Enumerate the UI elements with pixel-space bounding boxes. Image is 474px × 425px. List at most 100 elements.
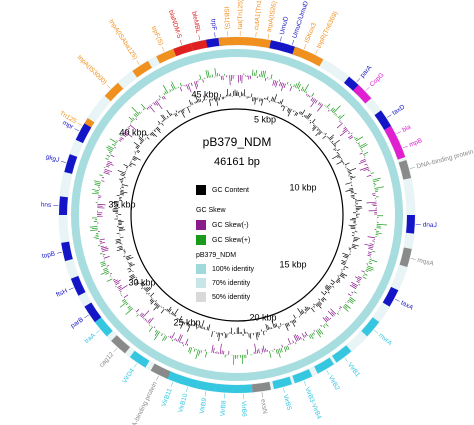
gc-skew-tick [93,180,101,183]
legend-label: GC Skew(-) [212,222,249,229]
gc-skew-tick [154,330,159,336]
gene-leader [161,46,165,52]
gc-skew-tick [107,160,113,164]
gc-skew-tick [304,331,308,337]
gc-content-tick [311,118,316,124]
gc-skew-tick [287,345,290,350]
gc-skew-tick [105,157,109,160]
gc-content-tick [301,109,306,116]
gc-skew-tick [303,83,309,93]
gc-content-tick [115,238,121,241]
gc-skew-tick [308,334,312,339]
gc-skew-tick [125,129,130,134]
gene-arc [233,384,253,393]
gc-content-tick [332,142,334,144]
gc-content-tick [352,244,359,247]
gc-skew-tick [128,116,134,122]
gc-skew-tick [314,100,318,104]
gc-content-tick [179,110,181,113]
gc-content-tick [154,128,156,130]
gc-content-tick [170,113,173,116]
gc-skew-tick [358,284,361,286]
gc-skew-tick [294,342,297,345]
gc-skew-tick [311,333,314,336]
gene-arc [314,357,334,374]
gc-content-tick [203,95,206,101]
gene-leader [77,122,83,126]
gc-skew-tick [171,89,173,91]
gc-skew-tick [252,69,254,76]
gc-skew-tick [330,311,335,316]
gc-content-tick [301,115,304,117]
gene-label: VirB8 [220,400,228,417]
gc-skew-tick [108,152,112,154]
gc-content-tick [155,303,158,306]
scale-label: 25 kbp [173,317,200,327]
scale-label: 20 kbp [249,312,276,322]
gc-content-tick [275,323,278,328]
gene-label: VirB2 [327,374,341,391]
gene-label: blaNDM-5 [167,9,183,39]
gc-content-tick [132,270,134,273]
gc-content-tick [306,112,311,119]
gc-skew-tick [343,305,348,309]
gc-skew-tick [260,70,263,78]
gc-skew-tick [186,343,189,346]
legend-label: GC Skew(+) [212,237,250,244]
legend-swatch [196,264,206,274]
gc-skew-tick [356,279,361,282]
gc-skew-tick [258,348,260,354]
gc-content-tick [166,115,169,118]
gc-skew-tick [313,330,315,332]
gc-content-tick [172,312,175,316]
gc-content-tick [131,158,136,161]
gene-arc [215,383,235,393]
gc-skew-tick [317,104,324,112]
gene-label: tnpA(ISAba125) [107,18,138,61]
gc-skew-tick [318,328,324,335]
gc-content-tick [313,305,315,308]
gc-content-tick [160,114,166,121]
gc-content-tick [167,306,172,312]
gc-content-tick [217,332,219,338]
gene-arc [61,241,73,262]
gc-skew-tick [193,348,196,352]
gene-arc [150,363,171,379]
gc-skew-tick [100,245,104,248]
gc-content-tick [348,224,356,227]
gc-skew-tick [358,160,367,165]
gc-skew-tick [179,82,182,87]
gc-skew-tick [367,265,374,269]
gc-content-tick [129,263,133,266]
gc-content-tick [282,105,286,112]
gc-skew-tick [187,83,192,93]
gene-leader [68,287,74,291]
gc-content-tick [353,236,360,239]
gene-label: VirB3-VirB4 [303,386,322,420]
gc-skew-tick [255,70,257,77]
gc-skew-tick [342,306,349,312]
gc-skew-tick [336,122,343,129]
gc-content-tick [158,123,160,126]
gc-content-tick [351,246,357,249]
gene-leader [56,251,62,254]
gc-content-tick [199,325,202,329]
gc-skew-tick [339,306,342,309]
gc-content-tick [324,292,327,295]
gc-skew-tick [349,136,354,140]
gc-content-tick [133,141,140,147]
gc-content-tick [294,111,297,116]
gc-skew-tick [280,82,283,87]
gc-content-tick [308,306,311,310]
gc-skew-tick [147,106,150,109]
gc-content-tick [149,298,153,301]
gc-content-tick [348,247,352,249]
gc-skew-tick [130,120,133,123]
gc-skew-tick [158,98,161,101]
gc-skew-tick [100,264,107,267]
gene-leader [292,39,295,45]
gc-content-tick [194,94,199,103]
gc-content-tick [347,169,350,171]
gc-content-tick [350,192,354,194]
gc-content-tick [337,275,340,277]
